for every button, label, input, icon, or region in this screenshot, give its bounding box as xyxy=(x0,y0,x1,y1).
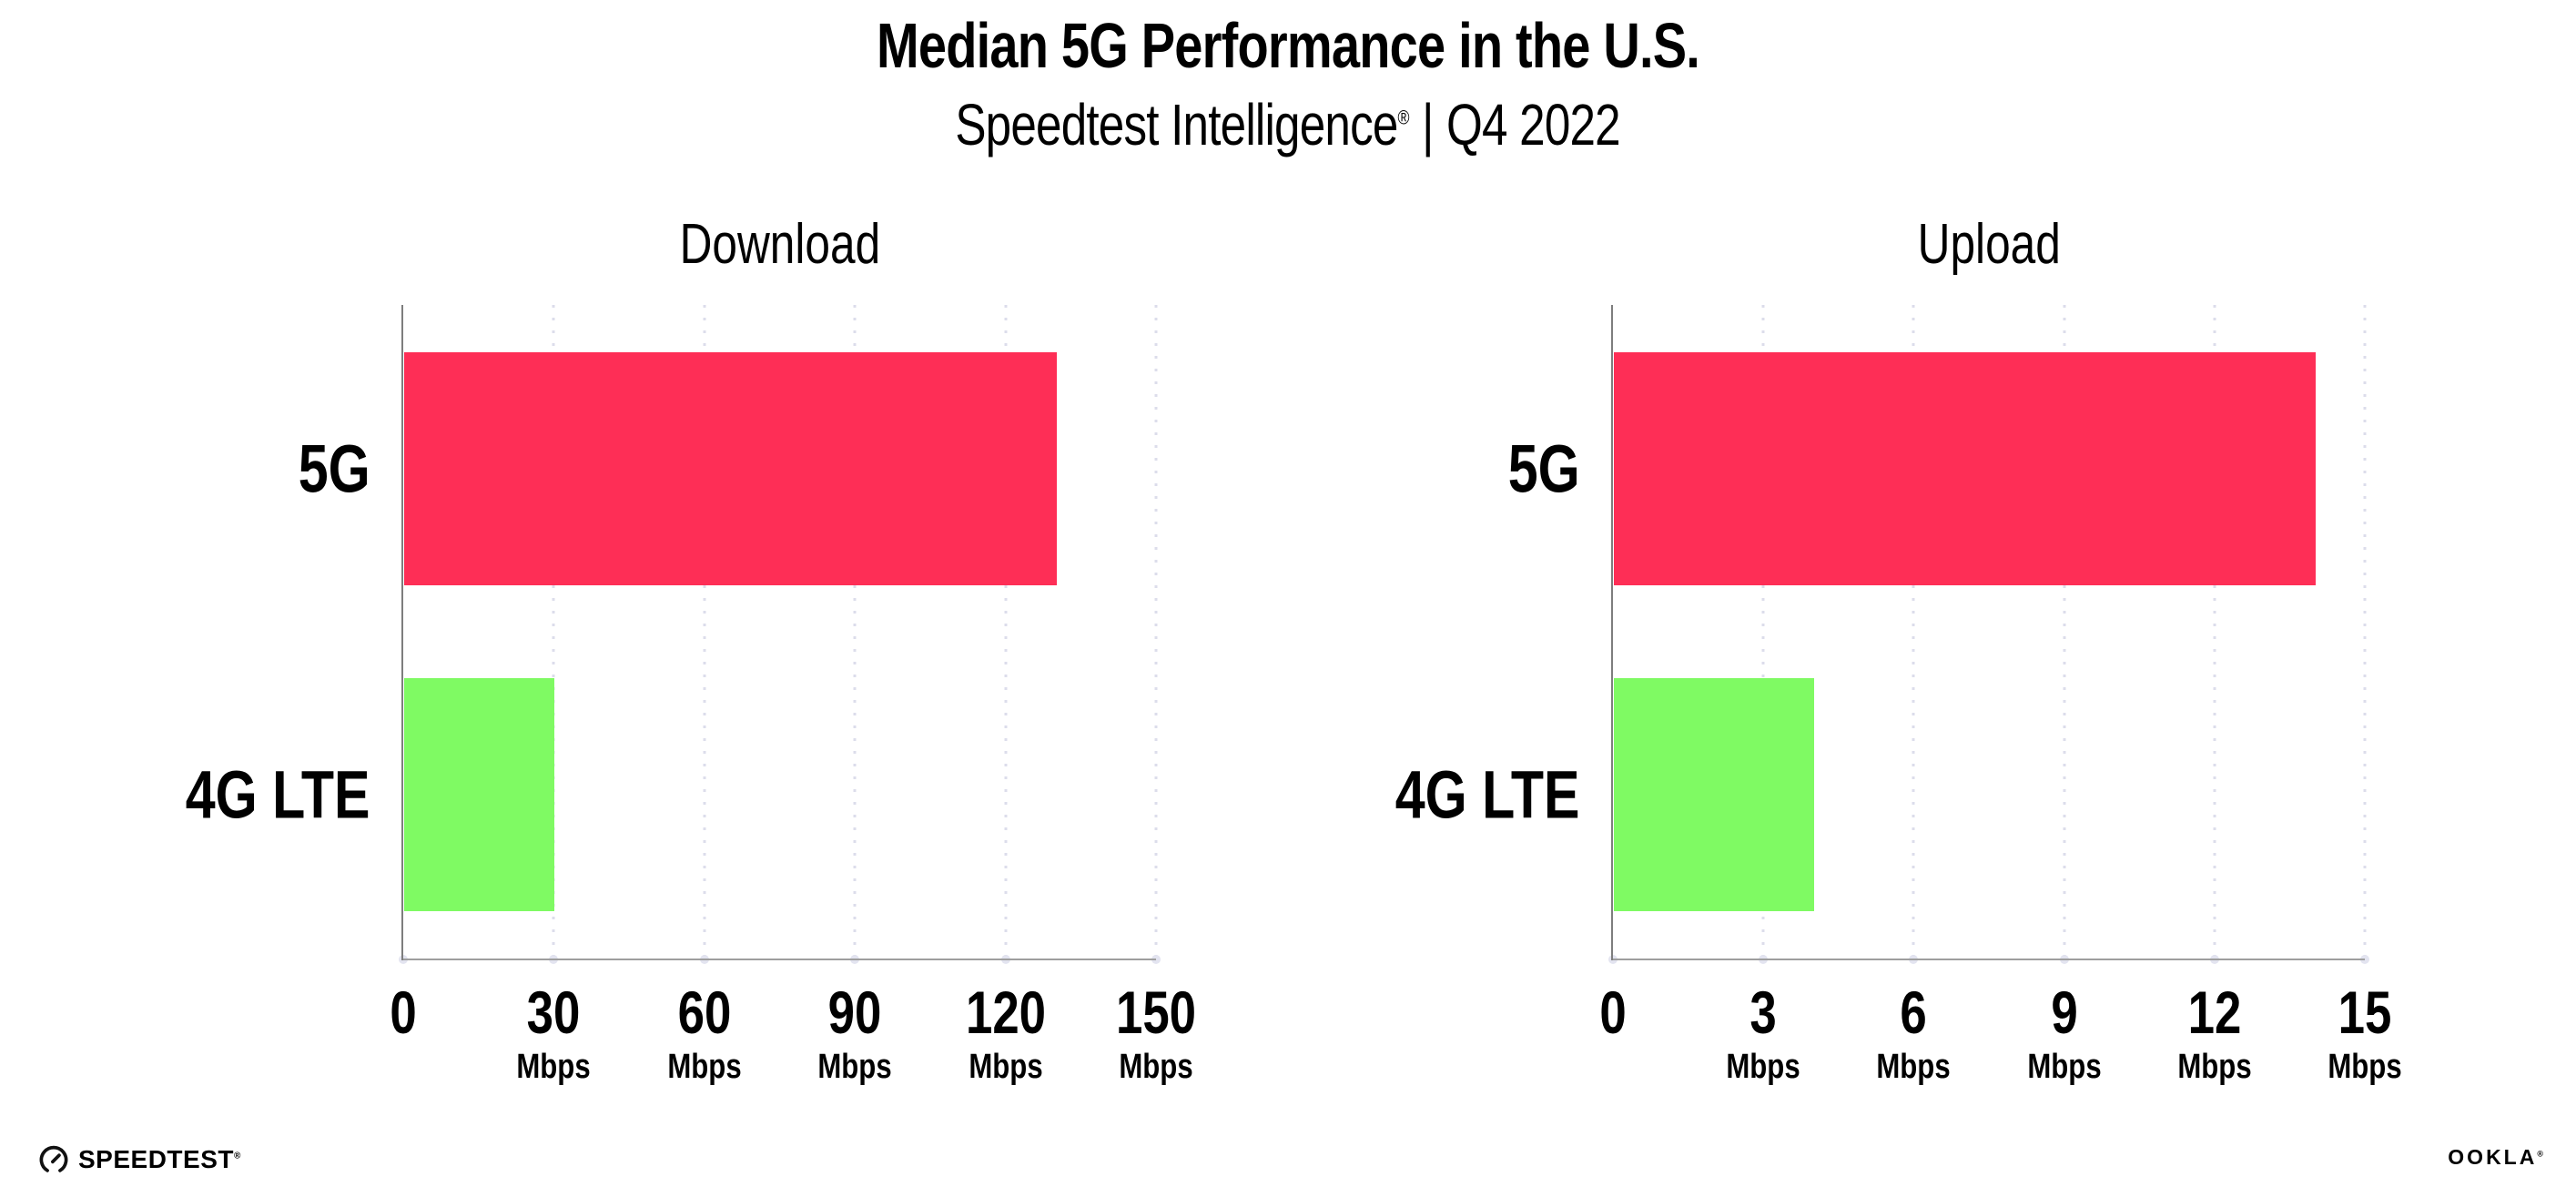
gridline xyxy=(552,305,555,959)
tick-unit: Mbps xyxy=(516,1048,592,1086)
axis-tick-dot xyxy=(1151,955,1161,964)
tick-label: 90 xyxy=(827,979,882,1046)
registered-trademark-icon: ® xyxy=(1397,106,1410,129)
subtitle-separator: | xyxy=(1422,92,1435,157)
y-axis-line xyxy=(1611,305,1613,960)
tick-unit: Mbps xyxy=(667,1048,742,1086)
bar-5g-download xyxy=(404,352,1057,585)
subtitle-period: Q4 2022 xyxy=(1446,92,1621,157)
tick-label: 0 xyxy=(1599,979,1627,1046)
tick-label: 0 xyxy=(390,979,417,1046)
gridline xyxy=(1912,305,1915,959)
ookla-logo: OOKLA® xyxy=(2448,1145,2543,1170)
tick-label: 120 xyxy=(965,979,1046,1046)
tick-label: 3 xyxy=(1749,979,1777,1046)
download-chart-title-text: Download xyxy=(679,213,880,276)
page-title: Median 5G Performance in the U.S. xyxy=(0,9,2576,82)
bar-4g-lte-upload xyxy=(1614,678,1815,911)
tick-label: 30 xyxy=(527,979,581,1046)
tick-unit: Mbps xyxy=(968,1048,1043,1086)
x-tick: 3 Mbps xyxy=(1719,982,1809,1084)
category-label-5g: 5G xyxy=(1508,431,1580,507)
tick-label: 6 xyxy=(1900,979,1928,1046)
gridline xyxy=(703,305,706,959)
tick-unit: Mbps xyxy=(2177,1048,2252,1086)
tick-unit xyxy=(390,1050,417,1084)
x-tick: 60 Mbps xyxy=(659,982,749,1084)
tick-label: 150 xyxy=(1115,979,1197,1046)
category-label-4g-lte: 4G LTE xyxy=(1395,756,1580,833)
x-tick: 0 xyxy=(387,982,421,1084)
page-subtitle-text: Speedtest Intelligence® | Q4 2022 xyxy=(956,91,1621,158)
x-tick: 30 Mbps xyxy=(509,982,599,1084)
gridline xyxy=(1761,305,1765,959)
speedtest-logo: SPEEDTEST® xyxy=(38,1144,241,1175)
page-subtitle: Speedtest Intelligence® | Q4 2022 xyxy=(0,91,2576,158)
subtitle-brand: Speedtest Intelligence xyxy=(955,92,1399,157)
bar-5g-upload xyxy=(1614,352,2316,585)
tick-unit: Mbps xyxy=(1726,1048,1800,1086)
upload-chart-title: Upload xyxy=(1613,212,2365,277)
speedtest-wordmark: SPEEDTEST® xyxy=(78,1145,241,1174)
x-tick: 6 Mbps xyxy=(1869,982,1959,1084)
category-label-5g: 5G xyxy=(299,431,370,507)
tick-label: 15 xyxy=(2338,979,2392,1046)
speedtest-label: SPEEDTEST xyxy=(78,1145,234,1173)
x-tick: 0 xyxy=(1597,982,1630,1084)
tick-label: 60 xyxy=(677,979,732,1046)
registered-trademark-icon: ® xyxy=(2537,1149,2543,1159)
speedtest-gauge-icon xyxy=(39,1145,68,1172)
bar-4g-lte-download xyxy=(404,678,555,911)
download-chart-plot: Download 5G 4G LTE 0 30 Mbps 60 Mbps xyxy=(186,213,1196,1084)
tick-unit: Mbps xyxy=(2328,1048,2402,1086)
x-tick: 120 Mbps xyxy=(956,982,1056,1084)
tick-unit: Mbps xyxy=(1876,1048,1952,1086)
tick-unit xyxy=(1599,1050,1627,1084)
tick-unit: Mbps xyxy=(2026,1048,2102,1086)
y-axis-line xyxy=(401,305,403,960)
gridline xyxy=(2363,305,2367,959)
tick-unit: Mbps xyxy=(1119,1048,1193,1086)
tick-label: 9 xyxy=(2050,979,2078,1046)
tick-label: 12 xyxy=(2187,979,2242,1046)
ookla-label: OOKLA xyxy=(2448,1145,2538,1169)
gridline xyxy=(2063,305,2066,959)
x-tick: 90 Mbps xyxy=(810,982,900,1084)
download-chart-title: Download xyxy=(403,212,1156,277)
category-label-4g-lte: 4G LTE xyxy=(186,756,370,833)
upload-chart-title-text: Upload xyxy=(1917,213,2061,276)
upload-chart-plot: Upload 5G 4G LTE 0 3 Mbps 6 Mbps xyxy=(1395,213,2402,1084)
tick-unit: Mbps xyxy=(817,1048,892,1086)
x-tick: 12 Mbps xyxy=(2169,982,2259,1084)
x-tick: 9 Mbps xyxy=(2019,982,2109,1084)
page-title-text: Median 5G Performance in the U.S. xyxy=(876,10,1700,81)
gridline xyxy=(1154,305,1158,959)
gridline xyxy=(853,305,857,959)
gridline xyxy=(2213,305,2216,959)
axis-tick-dot xyxy=(2360,955,2369,964)
registered-trademark-icon: ® xyxy=(233,1151,241,1161)
x-tick: 150 Mbps xyxy=(1106,982,1206,1084)
x-axis-line xyxy=(403,959,1156,960)
x-axis-line xyxy=(1613,959,2365,960)
gridline xyxy=(1004,305,1008,959)
x-tick: 15 Mbps xyxy=(2319,982,2409,1084)
